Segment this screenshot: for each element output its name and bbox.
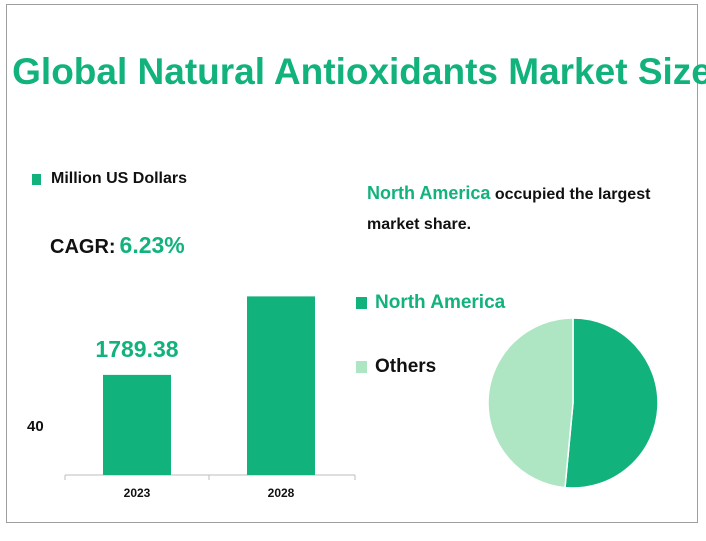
note-highlight: North America — [367, 183, 491, 203]
data-label-2023: 1789.38 — [95, 336, 178, 362]
note-text: occupied the largest market share. — [367, 186, 651, 233]
x-tick-label-2023: 2023 — [124, 486, 151, 500]
bar-2023 — [103, 374, 171, 475]
market-share-note: North America occupied the largest marke… — [367, 178, 697, 240]
pie-legend-label-north-america: North America — [375, 292, 506, 313]
chart-title: Global Natural Antioxidants Market Size — [12, 51, 706, 92]
cagr-value: 6.23% — [119, 232, 185, 258]
cagr-text: CAGR: — [50, 236, 116, 258]
pie-slice-others — [487, 317, 574, 489]
x-tick-label-2028: 2028 — [268, 486, 295, 500]
legend-swatch — [32, 173, 41, 185]
bar-2028 — [247, 296, 315, 475]
pie-slice-north-america — [564, 317, 659, 489]
bar-legend: Million US Dollars — [32, 170, 187, 188]
pie-legend-others: Others — [356, 356, 436, 378]
pie-legend-swatch-north-america — [356, 297, 367, 309]
pie-legend-label-others: Others — [375, 356, 437, 377]
pie-legend-north-america: North America — [356, 292, 505, 314]
legend-unit-label: Million US Dollars — [51, 170, 188, 187]
cagr-label: CAGR: 6.23% — [50, 232, 185, 259]
pie-legend-swatch-others — [356, 361, 367, 373]
y-axis-label: 40 — [27, 418, 44, 435]
